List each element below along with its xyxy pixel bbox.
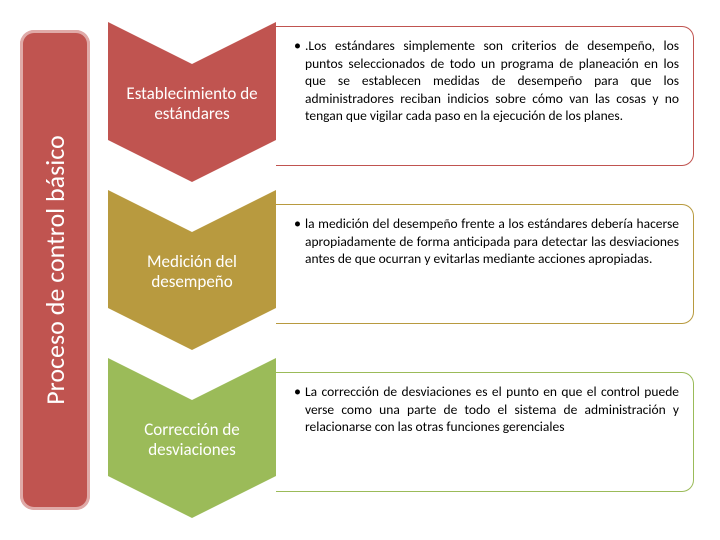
process-rows: Establecimiento de estándares • .Los est… [108,22,698,526]
process-row: Medición del desempeño • la medición del… [108,190,698,354]
vertical-title-box: Proceso de control básico [20,30,90,510]
bullet-icon: • [294,383,301,401]
description-text: la medición del desempeño frente a los e… [305,215,679,268]
process-row: Corrección de desviaciones • La correcci… [108,358,698,522]
chevron-label: Establecimiento de estándares [108,84,276,123]
description-box: • .Los estándares simplemente son criter… [276,26,694,166]
description-text: La corrección de desviaciones es el punt… [305,383,679,436]
vertical-title-text: Proceso de control básico [39,135,71,405]
bullet-icon: • [294,215,301,233]
description-box: • la medición del desempeño frente a los… [276,204,694,324]
process-row: Establecimiento de estándares • .Los est… [108,22,698,186]
description-text: .Los estándares simplemente son criterio… [305,37,679,125]
description-box: • La corrección de desviaciones es el pu… [276,372,694,492]
chevron-label: Corrección de desviaciones [108,420,276,459]
chevron-label: Medición del desempeño [108,252,276,291]
bullet-icon: • [294,37,301,55]
